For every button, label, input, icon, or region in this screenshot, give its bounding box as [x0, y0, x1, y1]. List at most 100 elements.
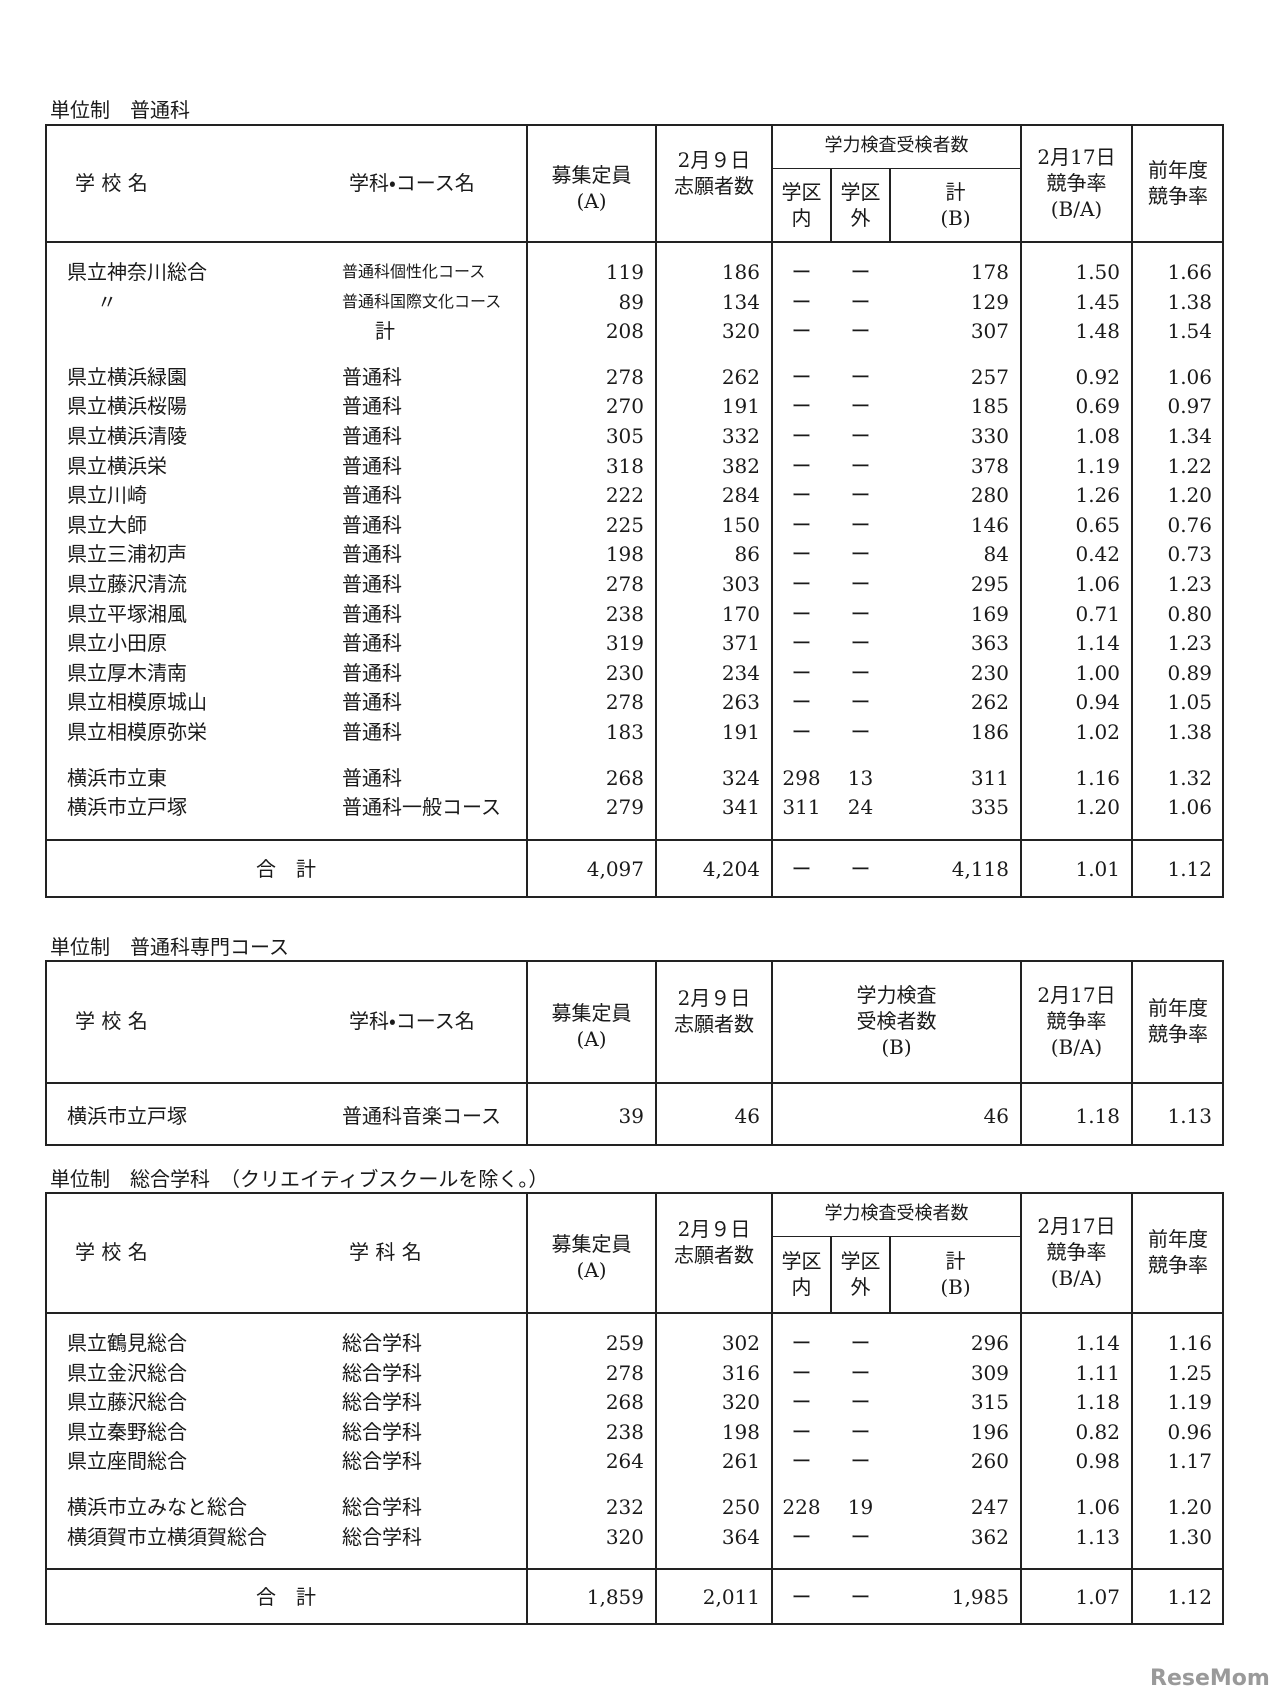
cell: 302 — [721, 1331, 760, 1355]
cell: 170 — [721, 601, 760, 626]
cell: 250 — [721, 1495, 760, 1519]
cell: 228 — [782, 1495, 821, 1519]
school-name: 〃 — [97, 289, 117, 314]
cell: 278 — [605, 1360, 644, 1385]
table-frame — [45, 1192, 1224, 1625]
cell: ー — [791, 572, 812, 596]
header-ratio: 2月17日 — [1037, 144, 1116, 169]
header-outer: 外 — [850, 1275, 871, 1299]
header-capacity: (A) — [576, 188, 607, 213]
header-ratio: (B/A) — [1050, 196, 1103, 221]
cell: ー — [850, 453, 871, 478]
course-name: 普通科 — [342, 512, 402, 537]
header-prev: 前年度 — [1148, 1227, 1208, 1251]
cell: 0.71 — [1075, 601, 1120, 626]
header-exam-total: (B) — [940, 1275, 971, 1299]
cell: 316 — [721, 1360, 760, 1385]
header-school: 学 校 名 — [75, 1240, 148, 1264]
course-name: 普通科個性化コース — [342, 262, 486, 281]
cell: 191 — [721, 720, 760, 744]
school-name: 横浜市立みなと総合 — [67, 1495, 247, 1519]
cell: 1.50 — [1075, 260, 1120, 284]
header-applicants: 2月９日 — [677, 1217, 751, 1241]
cell: 311 — [782, 795, 821, 820]
cell: ー — [850, 364, 871, 389]
cell: ー — [850, 1419, 871, 1444]
header-outer: 外 — [850, 205, 871, 230]
course-name: 普通科 — [342, 572, 402, 596]
cell: 129 — [970, 289, 1009, 314]
cell: ー — [791, 453, 812, 478]
cell: 1.06 — [1075, 1495, 1120, 1519]
cell: 0.97 — [1167, 394, 1212, 419]
school-name: 県立三浦初声 — [67, 542, 187, 567]
course-name: 計 — [375, 319, 395, 344]
cell: 1.16 — [1167, 1331, 1212, 1355]
cell: 0.69 — [1075, 394, 1120, 419]
rule — [1131, 124, 1133, 898]
cell: 298 — [782, 765, 821, 790]
header-prev: 前年度 — [1148, 157, 1208, 182]
cell: 270 — [605, 394, 644, 419]
course-name: 普通科 — [342, 453, 402, 478]
school-name: 県立横浜栄 — [67, 453, 167, 478]
school-name: 横浜市立戸塚 — [67, 795, 187, 820]
cell: ー — [850, 289, 871, 314]
cell: 1.14 — [1075, 631, 1120, 656]
cell: 13 — [847, 765, 874, 790]
course-name: 総合学科 — [342, 1495, 422, 1519]
cell: 295 — [970, 572, 1009, 596]
cell: ー — [850, 720, 871, 744]
cell: 268 — [605, 765, 644, 790]
section-title: 単位制 総合学科 （クリエイティブスクールを除く。） — [50, 1167, 549, 1191]
rule — [1020, 1192, 1022, 1625]
school-name: 横須賀市立横須賀総合 — [67, 1524, 267, 1549]
header-capacity: 募集定員 — [551, 1232, 632, 1256]
school-name: 県立相模原弥栄 — [67, 720, 207, 744]
table-frame — [45, 124, 1224, 898]
cell: 134 — [721, 289, 760, 314]
total-cell: 2,011 — [702, 1584, 760, 1609]
header-capacity: 募集定員 — [551, 1001, 632, 1025]
cell: ー — [791, 631, 812, 656]
cell: 1.32 — [1167, 765, 1212, 790]
header-applicants: 志願者数 — [674, 173, 754, 198]
cell: 0.73 — [1167, 542, 1212, 567]
header-inner: 内 — [791, 1275, 812, 1299]
cell: 315 — [970, 1390, 1009, 1415]
total-cell: 4,204 — [702, 856, 760, 881]
school-name: 横浜市立戸塚 — [67, 1104, 187, 1128]
school-name: 県立藤沢清流 — [67, 572, 187, 596]
header-prev: 競争率 — [1148, 1253, 1208, 1277]
school-name: 県立大師 — [67, 512, 147, 537]
header-ratio: 競争率 — [1046, 170, 1107, 195]
cell: ー — [850, 542, 871, 567]
cell: 46 — [983, 1104, 1009, 1128]
rule — [655, 124, 657, 898]
cell: 24 — [847, 795, 874, 820]
cell: 39 — [618, 1104, 644, 1128]
watermark: ReseMom — [1150, 1666, 1270, 1691]
cell: 1.66 — [1167, 260, 1212, 284]
cell: ー — [791, 1524, 812, 1549]
total-cell: 1,859 — [586, 1584, 644, 1609]
cell: 1.00 — [1075, 660, 1120, 685]
course-name: 普通科国際文化コース — [342, 291, 502, 311]
cell: ー — [791, 1390, 812, 1415]
cell: 1.38 — [1167, 720, 1212, 744]
cell: 169 — [970, 601, 1009, 626]
header-outer: 学区 — [840, 179, 881, 204]
cell: 1.30 — [1167, 1524, 1212, 1549]
cell: 186 — [721, 260, 760, 284]
header-applicants: 志願者数 — [674, 1243, 754, 1267]
school-name: 県立横浜緑園 — [67, 364, 187, 389]
rule — [771, 1192, 773, 1625]
cell: 234 — [721, 660, 760, 685]
cell: 330 — [970, 424, 1009, 448]
course-name: 普通科 — [342, 601, 402, 626]
cell: 320 — [721, 319, 760, 344]
cell: 230 — [605, 660, 644, 685]
cell: ー — [850, 483, 871, 508]
course-name: 総合学科 — [342, 1331, 422, 1355]
